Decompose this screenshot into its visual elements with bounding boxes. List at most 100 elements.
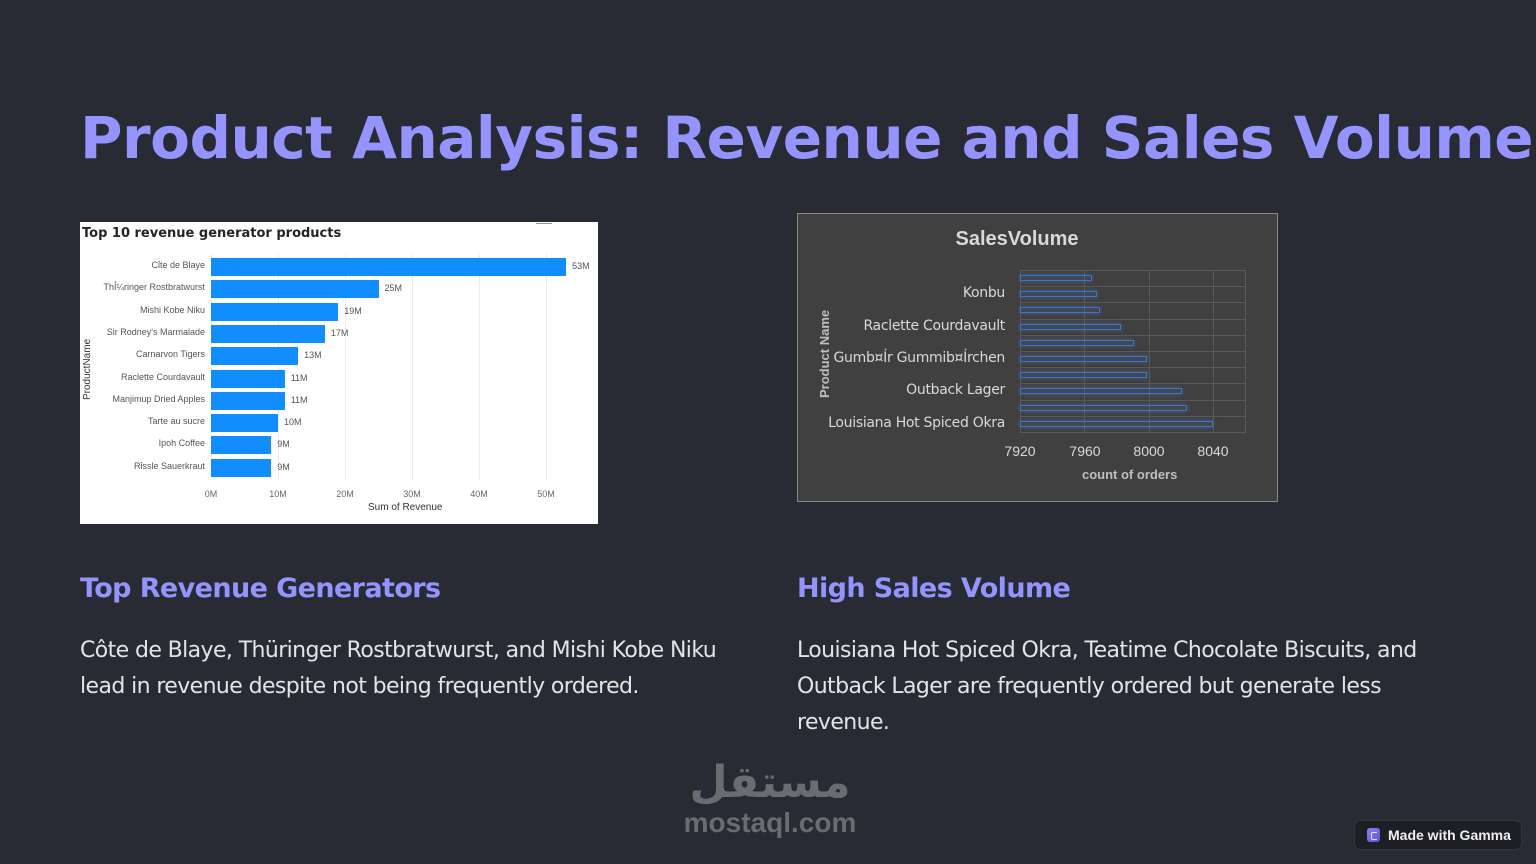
revenue-bar[interactable] (211, 369, 285, 388)
page-title: Product Analysis: Revenue and Sales Volu… (80, 104, 1534, 172)
chart-drag-handle[interactable] (536, 223, 552, 224)
gridline (1020, 383, 1246, 385)
gridline (412, 254, 413, 479)
data-label: 11M (290, 372, 308, 383)
revenue-bar-row: Ipoh Coffee 9M (80, 434, 598, 456)
x-tick: 10M (269, 489, 287, 499)
revenue-bar[interactable] (211, 324, 325, 343)
gridline (1020, 415, 1246, 417)
sales-volume-bar[interactable] (1020, 307, 1101, 314)
gridline (1245, 270, 1247, 432)
gridline (1020, 270, 1021, 432)
gridline (1020, 286, 1246, 288)
sales-volume-x-axis-title: count of orders (1082, 467, 1178, 482)
sales-volume-bar[interactable] (1020, 356, 1148, 362)
category-label: Cỉte de Blaye (151, 260, 205, 270)
category-label: Rỉssle Sauerkraut (133, 460, 205, 471)
data-label: 9M (277, 439, 290, 450)
data-label: 9M (277, 461, 290, 472)
revenue-bar[interactable] (211, 258, 567, 276)
revenue-bar[interactable] (211, 280, 379, 299)
data-label: 25M (384, 283, 403, 294)
sales-volume-bar[interactable] (1020, 275, 1093, 281)
x-tick: 40M (470, 489, 488, 499)
gridline (479, 254, 480, 479)
category-label: Sir Rodney's Marmalade (106, 326, 205, 337)
high-sales-volume-heading: High Sales Volume (797, 573, 1071, 604)
top-revenue-description: Côte de Blaye, Thüringer Rostbratwurst, … (80, 638, 717, 699)
gridline (1020, 318, 1246, 320)
category-label: Manjimup Dried Apples (112, 393, 205, 404)
category-label: Konbu (962, 285, 1005, 302)
data-label: 17M (330, 327, 349, 338)
x-tick: 7920 (1004, 443, 1036, 459)
revenue-bar-row: Mishi Kobe Niku 19M (80, 301, 598, 323)
sales-volume-bar[interactable] (1020, 372, 1148, 379)
gridline (345, 254, 346, 479)
revenue-bar-row: Raclette Courdavault 11M (80, 368, 598, 390)
category-label: Ipoh Coffee (158, 438, 205, 449)
sales-volume-bar[interactable] (1020, 420, 1213, 427)
x-tick: 20M (336, 489, 354, 499)
gridline (1020, 302, 1246, 304)
revenue-chart-plot (211, 254, 547, 479)
data-label: 53M (572, 261, 590, 271)
mostaql-watermark: مستقل mostaql.com (675, 758, 865, 838)
gridline (1213, 270, 1214, 432)
data-label: 10M (284, 417, 302, 428)
data-label: 11M (290, 394, 308, 405)
made-with-gamma-badge[interactable]: Made with Gamma (1354, 820, 1522, 850)
sales-volume-y-axis-title: Product Name (817, 309, 832, 398)
gridline (1020, 270, 1246, 271)
category-label: Mishi Kobe Niku (139, 304, 205, 315)
gridline (1020, 432, 1246, 433)
revenue-bar[interactable] (211, 458, 272, 477)
watermark-domain: mostaql.com (683, 807, 857, 838)
top-revenue-heading: Top Revenue Generators (80, 573, 441, 604)
sales-volume-bar[interactable] (1020, 323, 1122, 330)
revenue-bar-row: Rỉssle Sauerkraut 9M (80, 457, 598, 479)
x-tick: 50M (537, 489, 555, 499)
revenue-bar-row: Cỉte de Blaye 53M (80, 256, 598, 278)
category-label: Raclette Courdavault (120, 371, 205, 382)
revenue-chart-x-axis-title: Sum of Revenue (368, 502, 443, 513)
revenue-chart-title: Top 10 revenue generator products (82, 226, 342, 241)
revenue-chart: Top 10 revenue generator products Produc… (80, 222, 598, 524)
gridline (1020, 367, 1246, 369)
revenue-bar-row: Tarte au sucre 10M (80, 412, 598, 434)
revenue-bar[interactable] (211, 391, 285, 410)
gridline (1148, 270, 1150, 432)
revenue-bar[interactable] (211, 414, 278, 433)
revenue-bar[interactable] (211, 347, 299, 366)
sales-volume-bar[interactable] (1020, 339, 1135, 346)
revenue-bar-row: Manjimup Dried Apples 11M (80, 390, 598, 412)
category-label: Raclette Courdavault (863, 317, 1005, 334)
x-tick: 7960 (1069, 443, 1101, 459)
data-label: 19M (344, 305, 362, 316)
gridline (1020, 399, 1246, 401)
sales-volume-bar[interactable] (1020, 291, 1098, 298)
x-tick: 30M (403, 489, 421, 499)
revenue-bar-row: Sir Rodney's Marmalade 17M (80, 323, 598, 345)
gamma-logo-icon (1367, 828, 1380, 842)
x-tick: 0M (204, 489, 218, 499)
revenue-bar-row: Carnarvon Tigers 13M (80, 345, 598, 367)
data-label: 13M (304, 350, 322, 361)
revenue-bar[interactable] (211, 302, 339, 321)
category-label: Outback Lager (906, 382, 1005, 399)
x-tick: 8000 (1133, 443, 1165, 459)
badge-label: Made with Gamma (1388, 827, 1511, 843)
x-tick: 8040 (1197, 443, 1229, 459)
sales-volume-bar[interactable] (1020, 404, 1188, 411)
high-sales-volume-description: Louisiana Hot Spiced Okra, Teatime Choco… (797, 638, 1417, 735)
revenue-bar[interactable] (211, 436, 272, 455)
gridline (278, 254, 279, 479)
sales-volume-plot (1020, 270, 1247, 433)
revenue-bar-row: ThỈ¼ringer Rostbratwurst 25M (80, 278, 598, 300)
category-label: Louisiana Hot Spiced Okra (828, 414, 1005, 431)
category-label: ThỈ¼ringer Rostbratwurst (103, 282, 205, 293)
category-label: Gumb¤Ír Gummib¤Írchen (833, 350, 1005, 366)
sales-volume-bar[interactable] (1020, 388, 1183, 395)
gridline (1084, 270, 1086, 432)
gridline (1020, 334, 1246, 336)
